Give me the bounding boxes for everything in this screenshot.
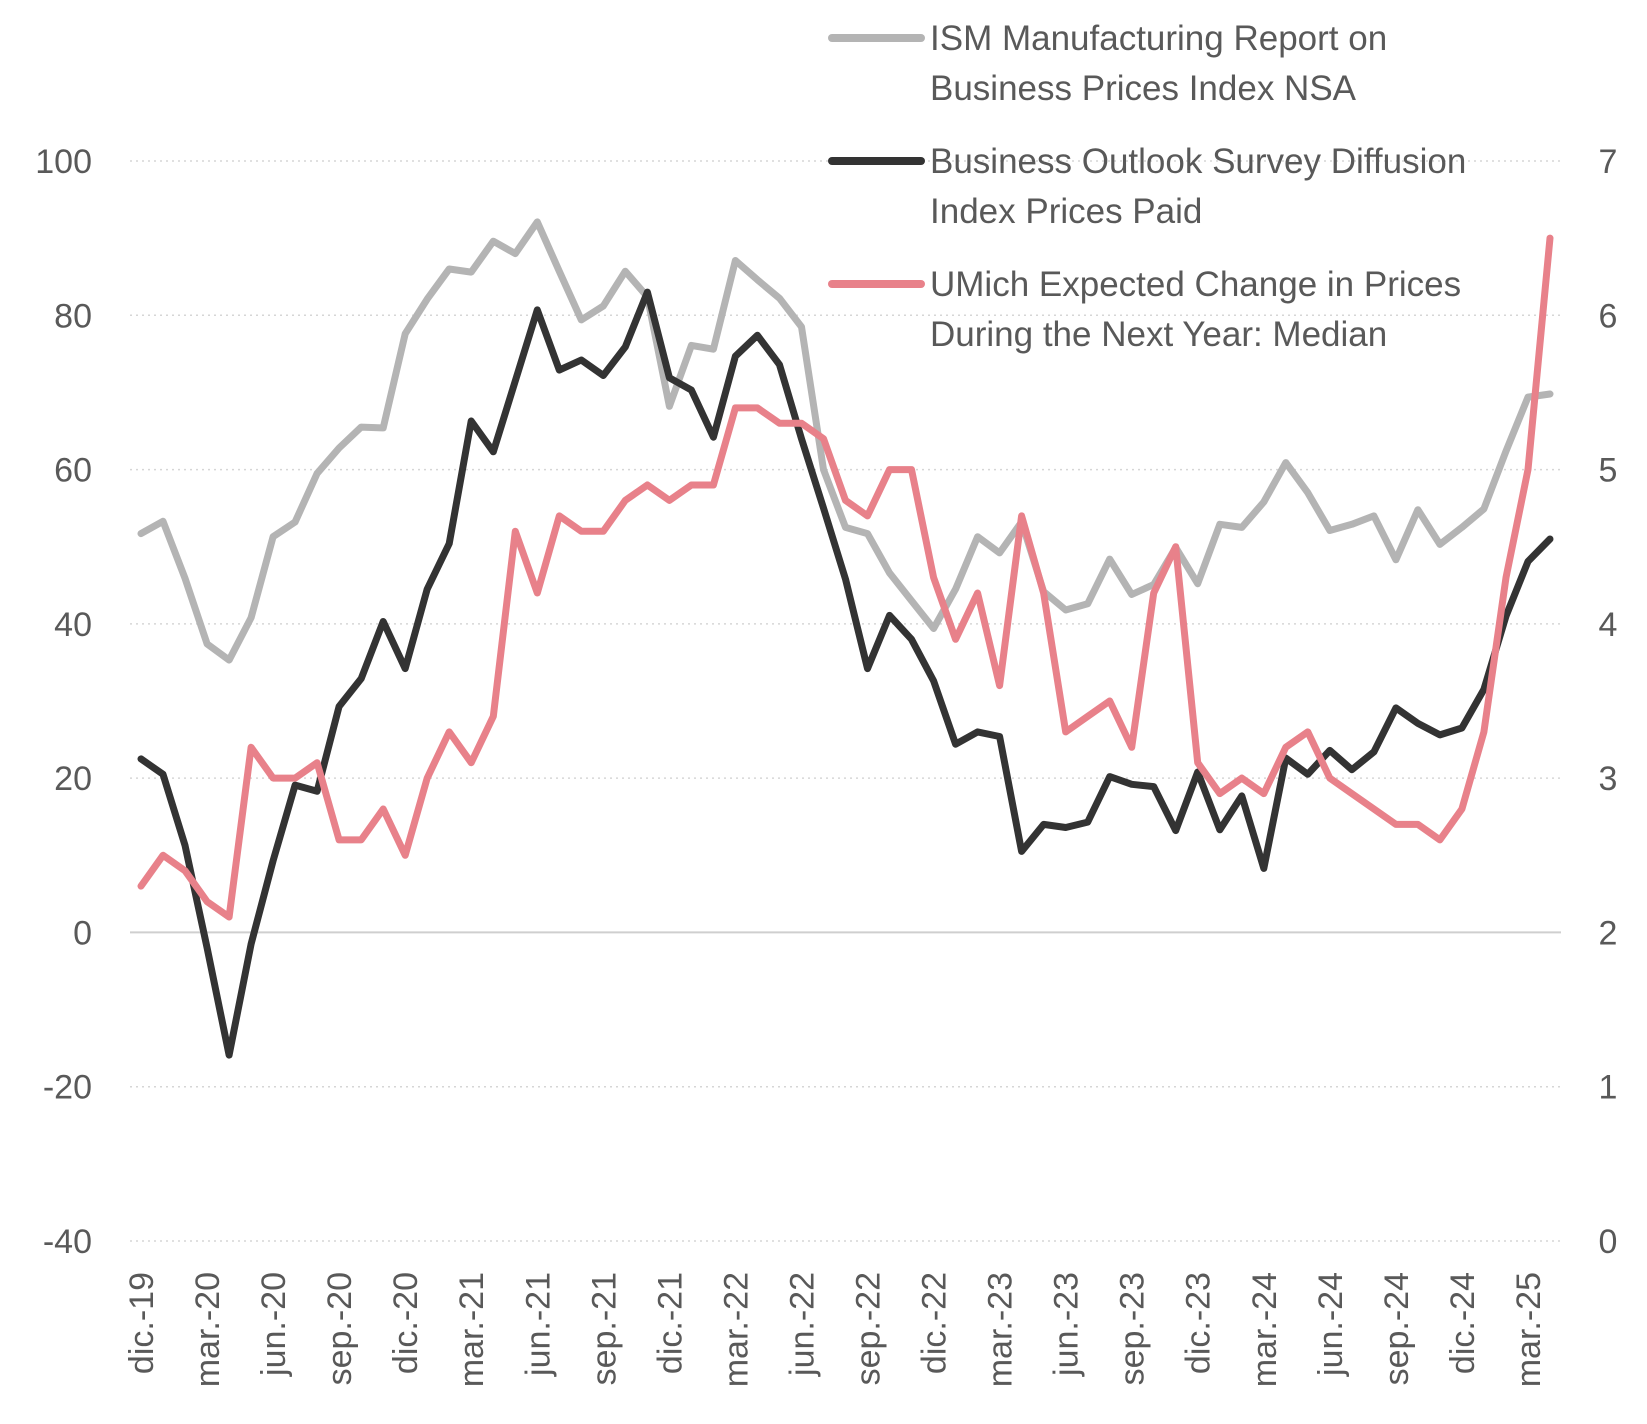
- x-axis-tick-label: jun.-24: [1312, 1272, 1350, 1377]
- x-axis-tick-label: dic.-22: [916, 1272, 954, 1374]
- x-axis-tick-label: sep.-20: [321, 1272, 359, 1385]
- x-axis-tick-label: dic.-21: [651, 1272, 689, 1374]
- x-axis-tick-label: jun.-22: [783, 1272, 821, 1377]
- x-axis-tick-label: dic.-19: [123, 1272, 161, 1374]
- series-line-3: [137, 234, 1554, 921]
- legend-label-1: ISM Manufacturing Report on: [930, 19, 1387, 58]
- right-axis-tick-label: 2: [1599, 914, 1618, 952]
- right-axis-labels: 7 6 5 4 3 2 1 0: [1599, 143, 1618, 1261]
- legend-label-2: Business Outlook Survey Diffusion: [930, 142, 1466, 181]
- right-axis-tick-label: 3: [1599, 760, 1618, 798]
- left-axis-tick-label: 40: [54, 606, 92, 644]
- x-axis-labels: dic.-19 mar.-20 jun.-20 sep.-20 dic.-20 mar.-…: [123, 1272, 1548, 1387]
- x-axis-tick-label: jun.-20: [255, 1272, 293, 1377]
- x-axis-tick-label: dic.-23: [1180, 1272, 1218, 1374]
- series-line-2: [137, 288, 1554, 1059]
- left-axis-labels: 100 80 60 40 20 0 -20 -40: [35, 143, 92, 1261]
- right-axis-tick-label: 1: [1599, 1069, 1618, 1107]
- x-axis-tick-label: sep.-23: [1114, 1272, 1152, 1385]
- left-axis-tick-label: 0: [73, 914, 92, 952]
- x-axis-tick-label: mar.-20: [189, 1272, 227, 1387]
- x-axis-tick-label: mar.-22: [717, 1272, 755, 1387]
- left-axis-tick-label: 60: [54, 452, 92, 490]
- x-axis-tick-label: dic.-20: [387, 1272, 425, 1374]
- right-axis-tick-label: 5: [1599, 452, 1618, 490]
- left-axis-tick-label: 80: [54, 297, 92, 335]
- x-axis-tick-label: dic.-24: [1444, 1272, 1482, 1374]
- series-line-1: [137, 218, 1554, 664]
- x-axis-tick-label: sep.-22: [850, 1272, 888, 1385]
- right-axis-tick-label: 6: [1599, 297, 1618, 335]
- x-axis-tick-label: jun.-23: [1048, 1272, 1086, 1377]
- left-axis-tick-label: -20: [43, 1069, 92, 1107]
- legend-label-1: Business Prices Index NSA: [930, 69, 1357, 108]
- x-axis-tick-label: sep.-21: [585, 1272, 623, 1385]
- legend: ISM Manufacturing Report on Business Pric…: [828, 19, 1466, 354]
- right-axis-tick-label: 0: [1599, 1223, 1618, 1261]
- right-axis-tick-label: 7: [1599, 143, 1618, 181]
- x-axis-tick-label: mar.-25: [1510, 1272, 1548, 1387]
- x-axis-tick-label: jun.-21: [519, 1272, 557, 1377]
- right-axis-tick-label: 4: [1599, 606, 1618, 644]
- x-axis-tick-label: mar.-23: [982, 1272, 1020, 1387]
- series-lines: [137, 218, 1554, 1059]
- x-axis-tick-label: sep.-24: [1378, 1272, 1416, 1385]
- x-axis-tick-label: mar.-21: [453, 1272, 491, 1387]
- legend-label-3: UMich Expected Change in Prices: [930, 265, 1461, 304]
- left-axis-tick-label: 20: [54, 760, 92, 798]
- legend-label-2: Index Prices Paid: [930, 192, 1202, 231]
- x-axis-tick-label: mar.-24: [1246, 1272, 1284, 1387]
- left-axis-tick-label: 100: [35, 143, 92, 181]
- legend-label-3: During the Next Year: Median: [930, 315, 1387, 354]
- left-axis-tick-label: -40: [43, 1223, 92, 1261]
